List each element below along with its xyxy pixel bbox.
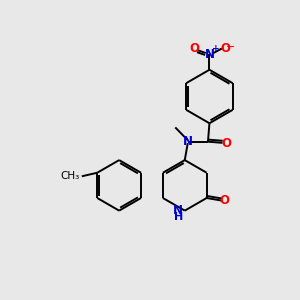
Text: CH₃: CH₃ bbox=[61, 171, 80, 181]
Text: +: + bbox=[212, 44, 219, 53]
Text: O: O bbox=[221, 137, 231, 150]
Text: O: O bbox=[189, 42, 199, 56]
Text: −: − bbox=[226, 43, 236, 52]
Text: H: H bbox=[174, 212, 183, 222]
Text: N: N bbox=[183, 135, 193, 148]
Text: N: N bbox=[173, 204, 183, 217]
Text: N: N bbox=[204, 48, 214, 61]
Text: O: O bbox=[220, 42, 230, 56]
Text: O: O bbox=[219, 194, 229, 208]
